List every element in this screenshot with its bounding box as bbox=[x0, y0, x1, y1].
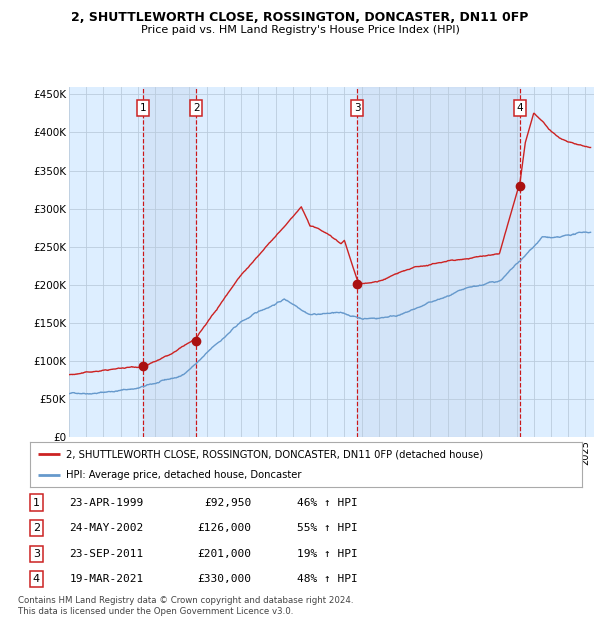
Text: HPI: Average price, detached house, Doncaster: HPI: Average price, detached house, Donc… bbox=[66, 469, 301, 480]
Bar bbox=[357, 87, 520, 437]
Text: 2: 2 bbox=[193, 103, 200, 113]
Text: 4: 4 bbox=[517, 103, 523, 113]
Text: 2, SHUTTLEWORTH CLOSE, ROSSINGTON, DONCASTER, DN11 0FP (detached house): 2, SHUTTLEWORTH CLOSE, ROSSINGTON, DONCA… bbox=[66, 449, 483, 459]
Text: Contains HM Land Registry data © Crown copyright and database right 2024.
This d: Contains HM Land Registry data © Crown c… bbox=[18, 596, 353, 616]
Text: 1: 1 bbox=[33, 498, 40, 508]
Text: 23-APR-1999: 23-APR-1999 bbox=[70, 498, 143, 508]
Text: £92,950: £92,950 bbox=[205, 498, 252, 508]
Text: 24-MAY-2002: 24-MAY-2002 bbox=[70, 523, 143, 533]
Text: 2, SHUTTLEWORTH CLOSE, ROSSINGTON, DONCASTER, DN11 0FP: 2, SHUTTLEWORTH CLOSE, ROSSINGTON, DONCA… bbox=[71, 11, 529, 24]
Text: 48% ↑ HPI: 48% ↑ HPI bbox=[298, 574, 358, 584]
Text: 4: 4 bbox=[32, 574, 40, 584]
Text: Price paid vs. HM Land Registry's House Price Index (HPI): Price paid vs. HM Land Registry's House … bbox=[140, 25, 460, 35]
Text: £201,000: £201,000 bbox=[198, 549, 252, 559]
Bar bbox=[143, 87, 196, 437]
Text: 55% ↑ HPI: 55% ↑ HPI bbox=[298, 523, 358, 533]
Text: 2: 2 bbox=[32, 523, 40, 533]
Text: 19-MAR-2021: 19-MAR-2021 bbox=[70, 574, 143, 584]
Text: 3: 3 bbox=[353, 103, 360, 113]
Text: 3: 3 bbox=[33, 549, 40, 559]
Text: £330,000: £330,000 bbox=[198, 574, 252, 584]
Text: 19% ↑ HPI: 19% ↑ HPI bbox=[298, 549, 358, 559]
Text: 46% ↑ HPI: 46% ↑ HPI bbox=[298, 498, 358, 508]
Text: 1: 1 bbox=[140, 103, 146, 113]
Text: £126,000: £126,000 bbox=[198, 523, 252, 533]
Text: 23-SEP-2011: 23-SEP-2011 bbox=[70, 549, 143, 559]
